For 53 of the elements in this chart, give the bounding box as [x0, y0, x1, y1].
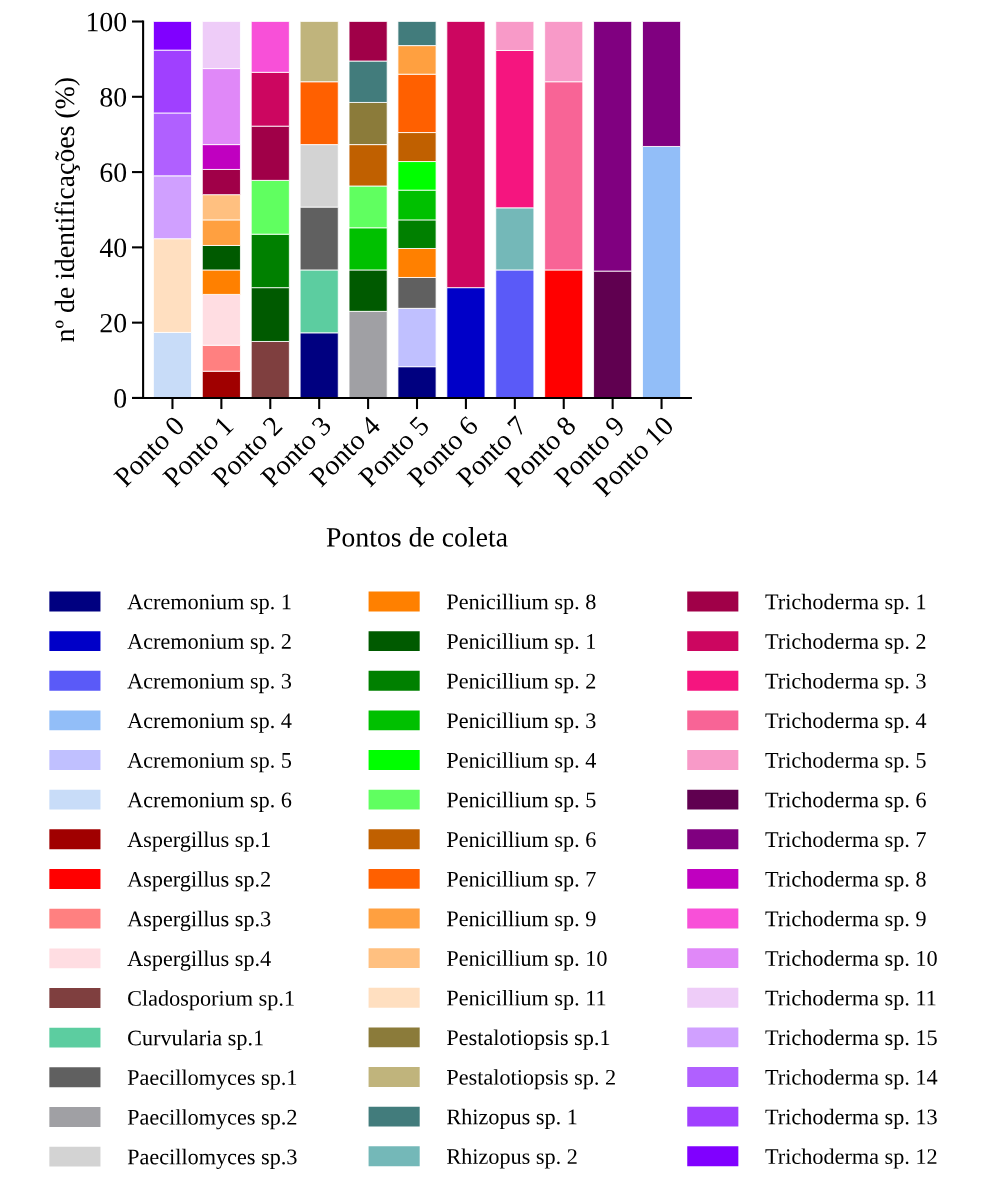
- legend-label: Paecillomyces sp.2: [127, 1109, 297, 1130]
- legend-label: Penicillium sp. 9: [447, 910, 596, 931]
- legend-label: Pestalotiopsis sp.1: [447, 1029, 610, 1050]
- legend-label: Penicillium sp. 8: [447, 593, 596, 614]
- legend-label: Trichoderma sp. 10: [765, 950, 937, 971]
- legend-label: Acremonium sp. 6: [127, 792, 292, 812]
- legend-label: Acremonium sp. 4: [127, 713, 292, 733]
- legend-label: Acremonium sp. 5: [127, 752, 292, 773]
- legend-label: Aspergillus sp.3: [127, 910, 271, 932]
- legend-label: Paecillomyces sp.3: [127, 1148, 297, 1170]
- legend-label: Pestalotiopsis sp. 2: [447, 1069, 615, 1090]
- y-tick-label: 20: [100, 313, 127, 333]
- y-axis-title: nº de identificações (%): [54, 78, 80, 342]
- legend-label: Rhizopus sp. 2: [447, 1148, 577, 1169]
- legend-label: Aspergillus sp.2: [127, 871, 270, 892]
- legend-label: Penicillium sp. 11: [447, 989, 606, 1011]
- legend-label: Aspergillus sp.1: [127, 831, 270, 852]
- legend-label: Trichoderma sp. 1: [765, 593, 926, 614]
- legend-label: Trichoderma sp. 4: [765, 712, 927, 733]
- legend-label: Trichoderma sp. 8: [765, 871, 926, 892]
- legend-label: Penicillium sp. 1: [447, 633, 596, 654]
- legend-label: Aspergillus sp.4: [127, 950, 271, 971]
- legend-label: Trichoderma sp. 5: [765, 752, 926, 773]
- legend-label: Trichoderma sp. 13: [765, 1108, 937, 1129]
- legend-label: Trichoderma sp. 9: [765, 910, 926, 931]
- legend-label: Acremonium sp. 2: [127, 634, 291, 654]
- legend-label: Trichoderma sp. 14: [765, 1069, 938, 1090]
- legend-label: Trichoderma sp. 2: [765, 633, 926, 654]
- legend-label: Penicillium sp. 2: [447, 672, 596, 694]
- legend-label: Penicillium sp. 3: [447, 712, 596, 733]
- x-axis-title: Pontos de coleta: [326, 527, 508, 547]
- legend-label: Trichoderma sp. 3: [765, 672, 926, 694]
- legend-label: Acremonium sp. 3: [127, 673, 292, 694]
- y-tick-label: 60: [100, 163, 127, 182]
- legend-label: Penicillium sp. 7: [447, 871, 596, 892]
- legend-label: Trichoderma sp. 7: [765, 831, 926, 852]
- legend-label: Paecillomyces sp.1: [127, 1069, 297, 1090]
- legend-label: Trichoderma sp. 15: [765, 1029, 937, 1050]
- legend-label: Trichoderma sp. 6: [765, 791, 926, 812]
- legend-label: Cladosporium sp.1: [128, 990, 294, 1011]
- y-tick-label: 0: [114, 389, 127, 408]
- legend-label: Trichoderma sp. 11: [765, 989, 936, 1011]
- y-tick-label: 100: [87, 12, 127, 32]
- legend-label: Penicillium sp. 4: [447, 752, 597, 773]
- y-tick-label: 40: [99, 238, 127, 258]
- legend-label: Curvularia sp.1: [128, 1029, 263, 1050]
- legend-label: Penicillium sp. 10: [447, 950, 607, 971]
- legend-label: Penicillium sp. 6: [447, 831, 596, 852]
- y-tick-label: 80: [100, 87, 127, 107]
- legend-label: Acremonium sp. 1: [127, 594, 291, 614]
- legend-label: Trichoderma sp. 12: [765, 1148, 937, 1169]
- legend-label: Penicillium sp. 5: [447, 791, 596, 812]
- legend-label: Rhizopus sp. 1: [447, 1108, 577, 1129]
